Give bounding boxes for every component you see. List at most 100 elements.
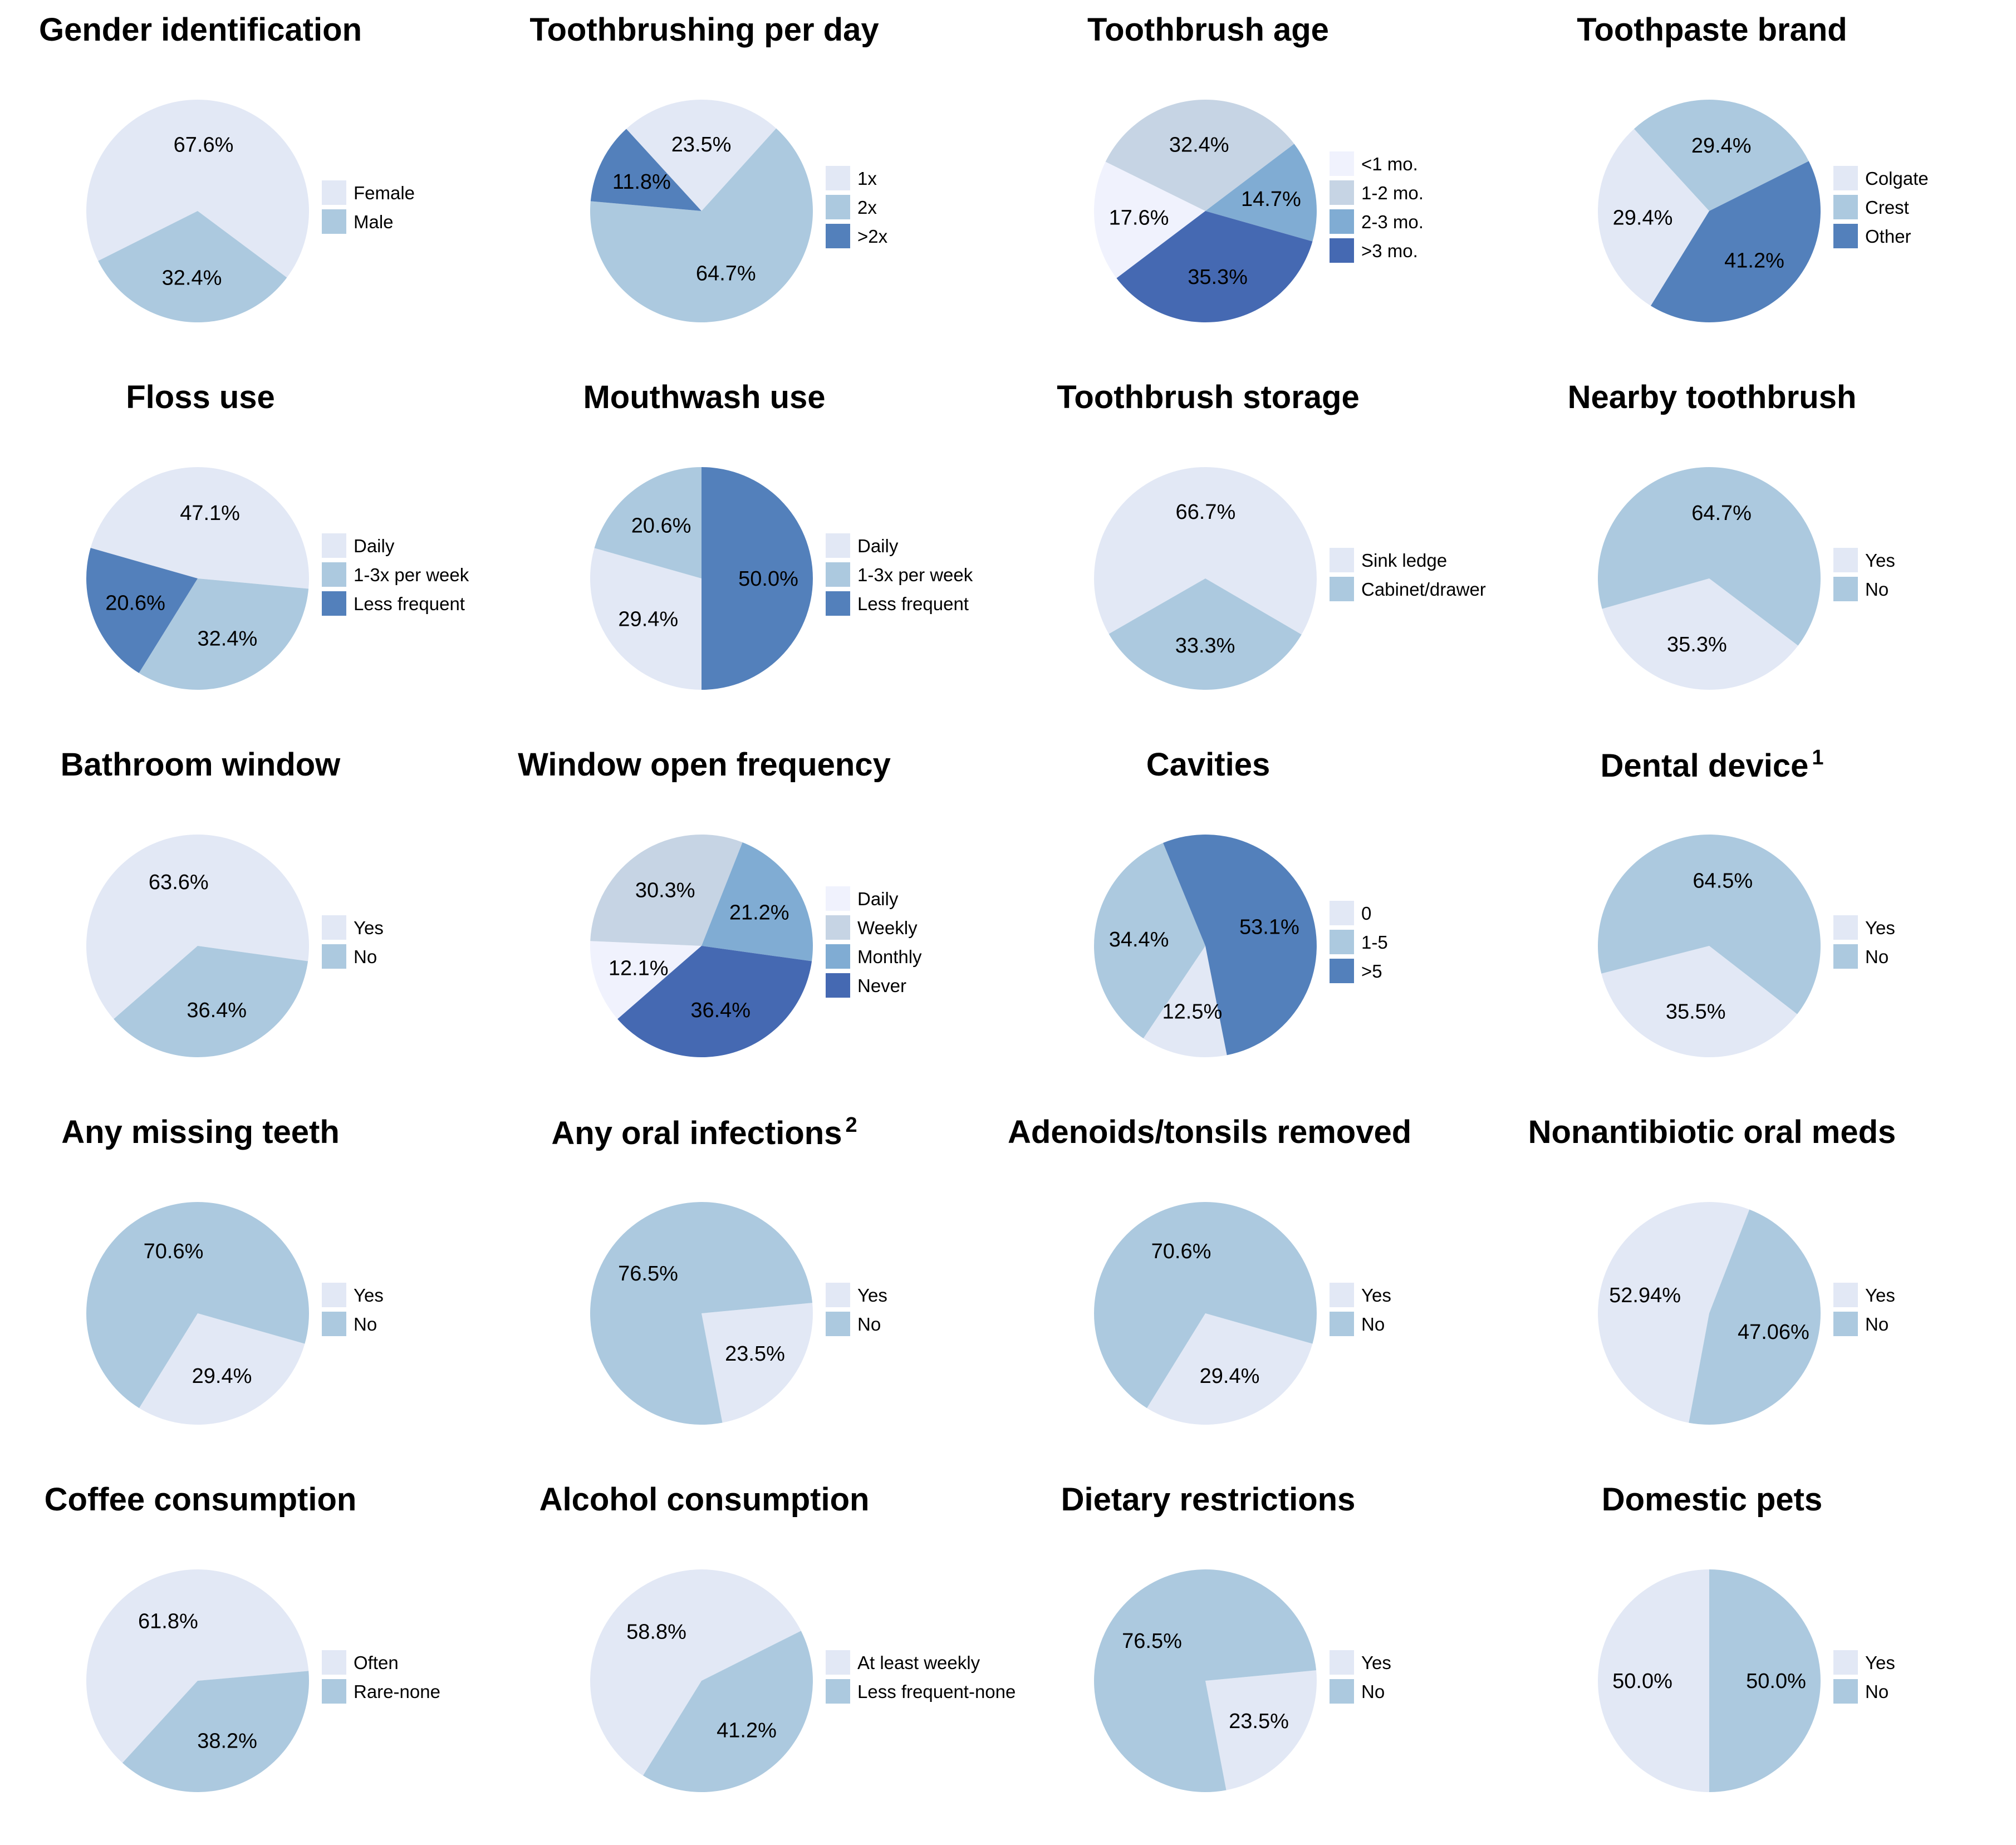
legend-label: No (1865, 579, 1889, 600)
slice-label: 76.5% (618, 1262, 678, 1285)
chart-title: Nonantibiotic oral meds (1512, 1113, 1912, 1151)
legend-label: Yes (354, 1285, 384, 1306)
legend-label: 1-3x per week (354, 565, 469, 585)
legend-label: Monthly (857, 946, 922, 967)
chart-title-text: Gender identification (38, 12, 362, 48)
pie-chart: 29.4% 29.4% 41.2% (1598, 99, 1821, 323)
pie-slice (590, 834, 743, 946)
legend-swatch (1330, 1283, 1354, 1307)
legend-label: No (1865, 1681, 1889, 1702)
chart-title-text: Domestic pets (1601, 1481, 1823, 1518)
slice-label: 50.0% (1612, 1670, 1672, 1693)
pie-slice (1093, 842, 1205, 1039)
slice-label: 47.06% (1738, 1321, 1809, 1344)
pie-slice (98, 211, 287, 322)
pie-panel: Dental device 1 35.5% 64.5% Yes No (1512, 743, 2015, 1110)
pie-slice (642, 1631, 813, 1793)
pie-slice (702, 842, 813, 961)
legend-label: Daily (354, 536, 395, 556)
pie-slice (86, 1569, 309, 1763)
legend-label: 1x (857, 168, 877, 189)
slice-label: 67.6% (174, 134, 234, 157)
legend-label: 1-3x per week (857, 565, 973, 585)
chart-title: Domestic pets (1512, 1481, 1912, 1518)
chart-title: Window open frequency (504, 746, 905, 783)
pie-slice (590, 548, 702, 690)
pie-panel: Dietary restrictions 23.5% 76.5% Yes No (1008, 1478, 1512, 1845)
legend-swatch (826, 195, 850, 219)
chart-title: Dietary restrictions (1008, 1481, 1409, 1518)
slice-label: 58.8% (626, 1621, 686, 1644)
slice-label: 29.4% (1613, 206, 1673, 229)
legend-label: No (354, 1314, 377, 1334)
slice-label: 11.8% (612, 170, 671, 194)
pie-panel: Toothbrush age 17.6% 32.4% 14.7% 35.3% <1 mo.… (1008, 8, 1512, 375)
pie-slice (86, 99, 309, 278)
slice-label: 30.3% (635, 879, 695, 902)
chart-title-text: Toothbrushing per day (529, 12, 879, 48)
slice-label: 34.4% (1109, 928, 1169, 951)
pie-panel: Nearby toothbrush 35.3% 64.7% Yes No (1512, 375, 2015, 743)
pie-panel: Toothpaste brand 29.4% 29.4% 41.2% Colgate Cr… (1512, 8, 2015, 375)
chart-title-text: Floss use (126, 379, 275, 415)
legend-label: Cabinet/drawer (1361, 579, 1486, 600)
pie-chart: 47.1% 32.4% 20.6% (86, 467, 309, 690)
chart-title-text: Dental device (1600, 748, 1809, 784)
chart-title-text: Window open frequency (518, 747, 891, 783)
pie-panel: Any oral infections 2 23.5% 76.5% Yes No (504, 1110, 1008, 1478)
chart-title-text: Toothbrush age (1087, 12, 1329, 48)
pie-slice (1689, 1209, 1821, 1425)
legend-label: No (1865, 946, 1889, 967)
legend-label: 1-5 (1361, 932, 1388, 953)
legend-swatch (826, 224, 850, 248)
pie-chart: 67.6% 32.4% (86, 99, 309, 322)
legend-swatch (1833, 1679, 1858, 1704)
chart-title-text: Alcohol consumption (539, 1481, 870, 1518)
chart-title-text: Any missing teeth (61, 1114, 340, 1150)
pie-slice (617, 946, 812, 1058)
legend-swatch (1330, 209, 1354, 234)
legend-label: <1 mo. (1361, 154, 1418, 174)
legend-swatch (1330, 238, 1354, 263)
pie-slice (86, 835, 309, 1019)
pie-panel: Domestic pets 50.0% 50.0% Yes No (1512, 1478, 2015, 1845)
chart-title: Cavities (1008, 746, 1409, 783)
pie-slice (590, 129, 702, 211)
slice-label: 29.4% (618, 607, 678, 631)
footnote-marker: 2 (845, 1113, 857, 1137)
pie-slice (1602, 578, 1798, 690)
slice-label: 12.5% (1162, 1000, 1223, 1024)
pie-chart: 52.94% 47.06% (1598, 1202, 1821, 1425)
slice-label: 14.7% (1241, 188, 1301, 211)
pie-slice (86, 1202, 310, 1409)
pie-chart: 50.0% 50.0% (1598, 1569, 1821, 1792)
legend-label: Yes (1865, 1652, 1895, 1673)
chart-title-text: Dietary restrictions (1061, 1481, 1356, 1518)
pie-slice (594, 467, 702, 578)
slice-label: 64.7% (696, 262, 756, 286)
legend-label: Never (857, 975, 907, 996)
pie-slice (114, 946, 308, 1058)
legend-label: Less frequent (354, 593, 465, 614)
legend-label: Yes (1361, 1285, 1391, 1306)
slice-label: 20.6% (105, 591, 165, 615)
legend-label: >2x (857, 226, 888, 247)
pie-chart: 58.8% 41.2% (590, 1569, 813, 1793)
legend-label: Sink ledge (1361, 550, 1448, 571)
legend-swatch (322, 944, 346, 969)
slice-label: 23.5% (671, 133, 732, 156)
legend-label: Yes (1865, 917, 1895, 938)
pie-chart: 29.4% 20.6% 50.0% (590, 467, 813, 690)
legend-label: No (354, 946, 377, 967)
legend-swatch (322, 1283, 346, 1307)
slice-label: 66.7% (1176, 500, 1236, 524)
pie-chart: 12.1% 30.3% 21.2% 36.4% (590, 834, 813, 1058)
pie-chart: 35.5% 64.5% (1597, 835, 1821, 1058)
slice-label: 23.5% (1229, 1710, 1289, 1733)
legend-label: Less frequent-none (857, 1681, 1016, 1702)
legend-label: >5 (1361, 961, 1382, 982)
legend-swatch (322, 533, 346, 558)
slice-label: 50.0% (738, 567, 798, 591)
legend-swatch (826, 591, 850, 616)
chart-title: Toothbrush storage (1008, 379, 1409, 416)
